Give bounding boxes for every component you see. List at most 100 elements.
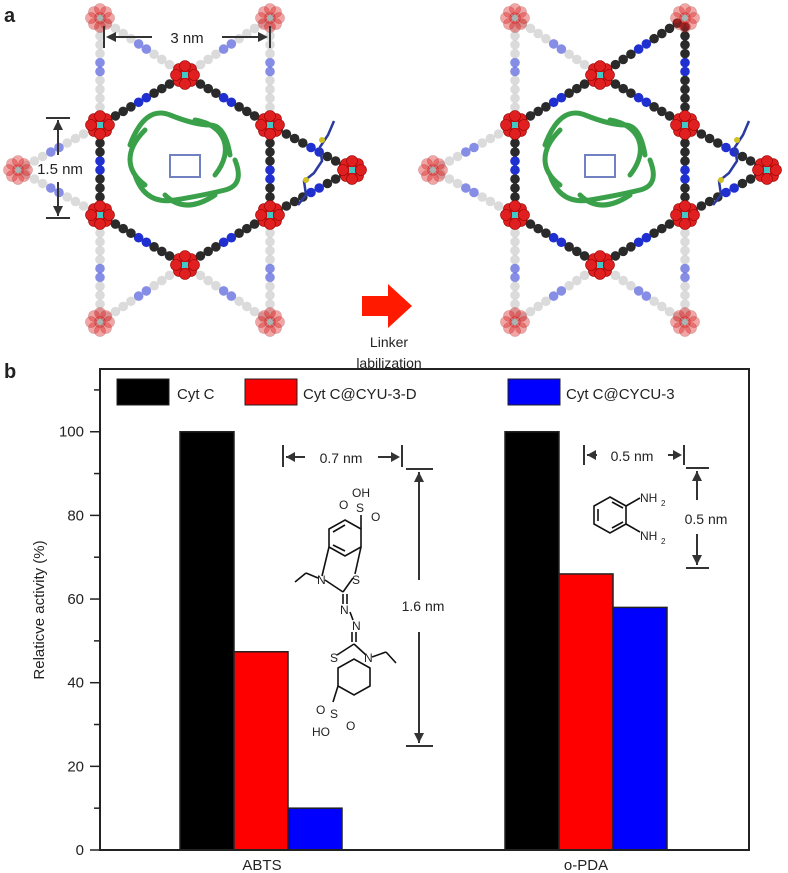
abts-length-annotation: 1.6 nm bbox=[402, 468, 444, 747]
metal-node-atom bbox=[509, 110, 521, 122]
linker-bead bbox=[680, 228, 690, 238]
linker-bead bbox=[564, 49, 574, 60]
linker-bead bbox=[211, 49, 221, 60]
linker-bead bbox=[704, 133, 715, 144]
linker-bead bbox=[234, 102, 244, 112]
linker-bead bbox=[510, 66, 520, 77]
linker-bead bbox=[564, 88, 574, 98]
linker-bead bbox=[95, 299, 105, 309]
linker-bead bbox=[525, 219, 536, 229]
linker-bead bbox=[195, 270, 206, 281]
metal-node-atom bbox=[255, 316, 267, 328]
metal-node-atom bbox=[18, 158, 30, 170]
atom-s: S bbox=[330, 651, 338, 665]
linker-bead bbox=[493, 129, 504, 139]
linker-bead bbox=[157, 275, 167, 286]
linker-bead bbox=[242, 28, 252, 39]
linker-bead bbox=[265, 183, 275, 193]
linker-bead bbox=[234, 296, 244, 307]
metal-node-atom bbox=[94, 325, 106, 337]
linker-bead bbox=[664, 23, 675, 34]
linker-bead bbox=[322, 151, 333, 162]
metal-node-atom bbox=[264, 110, 276, 122]
linker-bead bbox=[265, 192, 275, 202]
metal-node-atom bbox=[270, 6, 282, 18]
metal-node-atom bbox=[179, 60, 191, 72]
linker-bead bbox=[672, 18, 683, 28]
linker-bead bbox=[133, 291, 144, 301]
linker-bead bbox=[510, 138, 520, 148]
metal-node-atom bbox=[688, 119, 700, 131]
linker-bead bbox=[680, 299, 690, 309]
linker-bead bbox=[118, 301, 128, 312]
linker-bead bbox=[118, 223, 128, 234]
linker-bead bbox=[680, 66, 690, 77]
metal-node-atom bbox=[264, 325, 276, 337]
linker-bead bbox=[626, 242, 636, 252]
linker-bead bbox=[572, 83, 582, 94]
x-tick-label-opda: o-PDA bbox=[564, 857, 608, 873]
linker-bead bbox=[95, 308, 105, 318]
linker-bead bbox=[610, 251, 621, 261]
metal-node-atom bbox=[436, 164, 448, 176]
linker-bead bbox=[721, 142, 731, 153]
metal-node-atom bbox=[679, 110, 691, 122]
linker-bead bbox=[95, 192, 105, 202]
atom-ho: HO bbox=[312, 725, 330, 739]
metal-node-atom bbox=[670, 119, 682, 131]
atom-n: N bbox=[340, 603, 349, 617]
opda-width-annotation: 0.5 nm bbox=[583, 445, 685, 465]
metal-center bbox=[97, 212, 103, 218]
metal-node-atom bbox=[179, 78, 191, 90]
linker-bead bbox=[525, 23, 536, 34]
linker-bead bbox=[249, 306, 260, 317]
opda-height-label: 0.5 nm bbox=[685, 511, 728, 527]
linker-bead bbox=[745, 156, 756, 166]
metal-node-atom bbox=[94, 12, 106, 24]
metal-node-atom bbox=[103, 119, 115, 131]
linker-bead bbox=[680, 236, 690, 247]
cytochrome-c-protein bbox=[127, 110, 241, 208]
linker-bead bbox=[95, 263, 105, 274]
metal-center bbox=[349, 167, 355, 173]
linker-bead bbox=[737, 151, 748, 162]
linker-bead bbox=[657, 301, 667, 312]
metal-center bbox=[512, 319, 518, 325]
bar-abts-2 bbox=[287, 807, 343, 851]
linker-bead bbox=[510, 272, 520, 283]
linker-bead bbox=[633, 92, 644, 103]
protein-ribbon bbox=[127, 110, 233, 158]
linker-bead bbox=[37, 151, 48, 162]
linker-bead bbox=[533, 301, 543, 312]
linker-bead bbox=[265, 299, 275, 309]
legend-label-cyt-c: Cyt C bbox=[177, 386, 215, 403]
protein-ribbon bbox=[547, 157, 656, 204]
metal-center bbox=[267, 15, 273, 21]
linker-bead bbox=[680, 48, 690, 59]
linker-bead bbox=[510, 48, 520, 59]
linker-bead bbox=[664, 306, 675, 317]
linker-bead bbox=[164, 270, 175, 281]
linker-bead bbox=[721, 187, 731, 198]
linker-bead bbox=[203, 246, 213, 257]
linker-bead bbox=[126, 102, 136, 112]
linker-bead bbox=[141, 286, 152, 296]
linker-bead bbox=[680, 102, 690, 112]
metal-center bbox=[267, 319, 273, 325]
linker-bead bbox=[211, 280, 221, 291]
metal-node-atom bbox=[518, 119, 530, 131]
metal-center bbox=[97, 319, 103, 325]
linker-bead bbox=[680, 263, 690, 274]
bar-abts-1 bbox=[233, 650, 289, 851]
window-size-label: 1.5 nm bbox=[37, 161, 83, 178]
metal-node-atom bbox=[3, 164, 15, 176]
linker-bead bbox=[265, 290, 275, 301]
abts-molecule-structure bbox=[294, 515, 397, 703]
linker-bead bbox=[118, 28, 128, 39]
y-tick-label: 40 bbox=[67, 675, 84, 692]
linker-bead bbox=[696, 201, 707, 211]
opda-molecule-structure bbox=[593, 496, 641, 534]
metal-node-atom bbox=[273, 316, 285, 328]
metal-node-atom bbox=[100, 322, 112, 334]
linker-bead bbox=[330, 174, 341, 184]
